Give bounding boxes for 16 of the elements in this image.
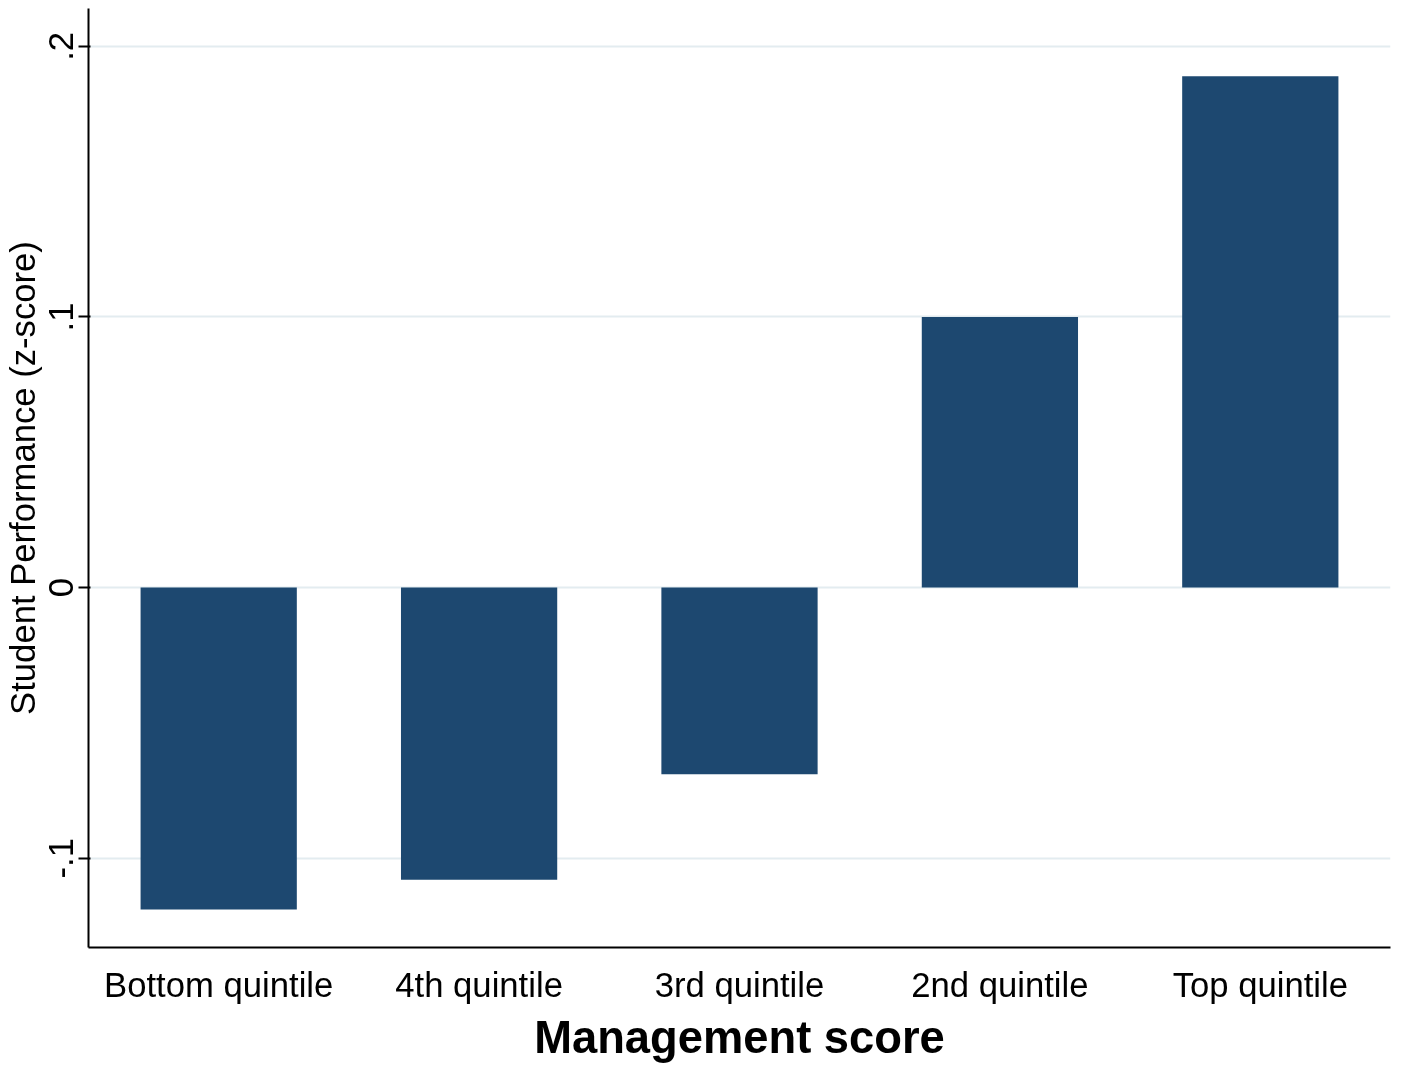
x-tick-label: 2nd quintile — [911, 965, 1089, 1004]
bar — [400, 587, 558, 880]
x-tick-label: Top quintile — [1172, 965, 1348, 1004]
x-tick-label: 3rd quintile — [654, 965, 825, 1004]
bar — [140, 587, 297, 910]
y-tick-label: 0 — [42, 577, 81, 598]
x-axis-title: Management score — [534, 1011, 945, 1063]
bar — [661, 587, 818, 775]
x-tick-label: Bottom quintile — [104, 965, 334, 1004]
y-axis-title: Student Performance (z-score) — [3, 241, 42, 715]
x-tick-label: 4th quintile — [395, 965, 563, 1004]
y-tick-label: .1 — [42, 302, 81, 332]
bar — [1182, 76, 1339, 588]
bar — [921, 316, 1079, 588]
y-tick-label: .2 — [42, 31, 81, 61]
y-tick-label: -.1 — [42, 837, 81, 879]
